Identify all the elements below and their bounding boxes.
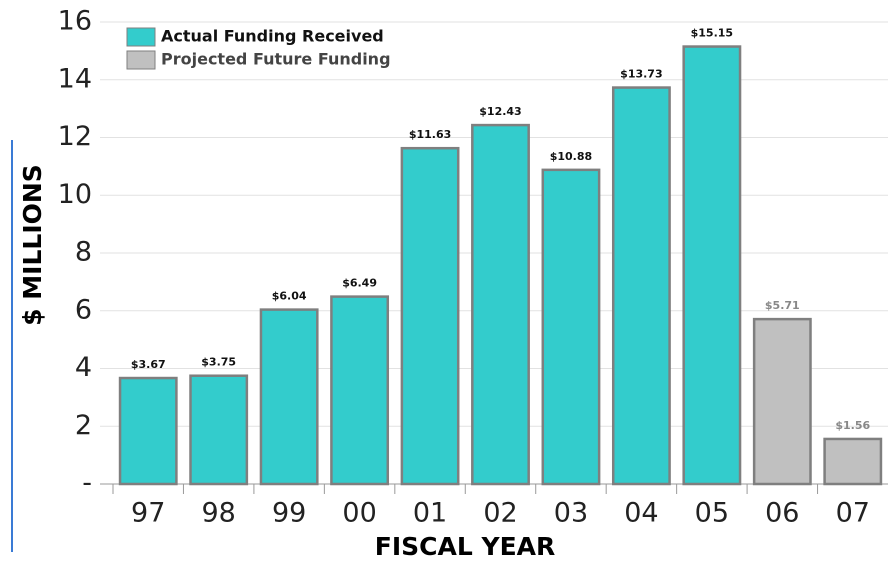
bar <box>330 295 390 486</box>
bar <box>752 317 812 486</box>
x-axis-label: FISCAL YEAR <box>375 532 556 561</box>
y-tick-label: - <box>82 468 92 499</box>
y-tick-label: 8 <box>75 237 92 268</box>
data-label: $1.56 <box>835 419 870 432</box>
x-tick-label: 04 <box>624 498 658 529</box>
data-label: $6.49 <box>342 277 377 290</box>
data-label: $13.73 <box>620 68 662 81</box>
x-tick-label: 07 <box>836 498 870 529</box>
y-tick-label: 10 <box>58 179 92 210</box>
bar <box>400 146 460 486</box>
x-tick-label: 01 <box>413 498 447 529</box>
x-tick-label: 00 <box>342 498 376 529</box>
x-tick-label: 98 <box>202 498 236 529</box>
y-tick-label: 14 <box>58 63 92 94</box>
bar <box>189 374 249 486</box>
legend-label: Actual Funding Received <box>161 27 384 46</box>
x-tick-label: 99 <box>272 498 306 529</box>
bar <box>259 308 319 486</box>
data-label: $10.88 <box>550 150 592 163</box>
y-tick-label: 16 <box>58 6 92 37</box>
bar <box>823 437 883 486</box>
data-label: $3.67 <box>131 358 166 371</box>
y-tick-label: 2 <box>75 410 92 441</box>
data-label: $15.15 <box>691 27 733 40</box>
bar <box>611 86 671 486</box>
bar <box>682 45 742 486</box>
y-tick-label: 4 <box>75 352 92 383</box>
legend-label: Projected Future Funding <box>161 50 391 69</box>
data-label: $12.43 <box>479 105 521 118</box>
data-label: $6.04 <box>272 290 307 303</box>
legend-swatch <box>126 50 156 70</box>
x-tick-label: 97 <box>131 498 165 529</box>
y-tick-label: 12 <box>58 121 92 152</box>
x-tick-label: 06 <box>765 498 799 529</box>
x-tick-label: 02 <box>483 498 517 529</box>
data-label: $3.75 <box>201 356 236 369</box>
bar <box>118 376 178 486</box>
data-label: $11.63 <box>409 128 451 141</box>
y-axis-label: $ MILLIONS <box>18 164 47 326</box>
x-tick-label: 03 <box>554 498 588 529</box>
bar <box>471 123 530 486</box>
bar <box>541 168 601 486</box>
data-label: $5.71 <box>765 299 800 312</box>
y-tick-label: 6 <box>75 294 92 325</box>
legend-swatch <box>126 27 156 47</box>
x-tick-label: 05 <box>695 498 729 529</box>
